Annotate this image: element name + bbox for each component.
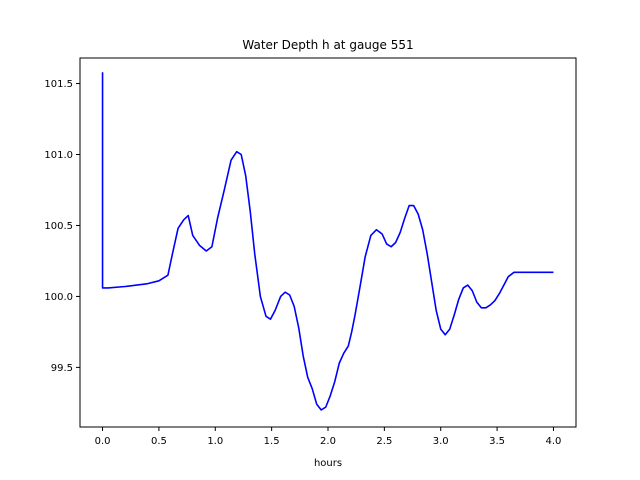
x-tick-label: 3.5 bbox=[489, 436, 505, 447]
x-tick-label: 2.5 bbox=[376, 436, 392, 447]
x-tick-label: 0.5 bbox=[151, 436, 167, 447]
x-tick-label: 1.5 bbox=[264, 436, 280, 447]
x-tick-label: 3.0 bbox=[433, 436, 449, 447]
y-tick-label: 99.5 bbox=[51, 363, 73, 374]
y-tick-label: 100.0 bbox=[44, 292, 73, 303]
x-tick-label: 0.0 bbox=[95, 436, 111, 447]
y-axis: 99.5 100.0 100.5 101.0 101.5 bbox=[44, 79, 80, 374]
y-tick-label: 101.5 bbox=[44, 79, 73, 90]
x-tick-label: 4.0 bbox=[546, 436, 562, 447]
chart-title: Water Depth h at gauge 551 bbox=[242, 38, 413, 52]
x-axis: 0.0 0.5 1.0 1.5 2.0 2.5 3.0 3.5 4.0 bbox=[95, 427, 562, 447]
x-axis-label: hours bbox=[314, 458, 342, 469]
series-line-water-depth bbox=[101, 72, 554, 411]
x-tick-label: 1.0 bbox=[207, 436, 223, 447]
plot-area bbox=[101, 72, 554, 411]
x-tick-label: 2.0 bbox=[320, 436, 336, 447]
y-tick-label: 101.0 bbox=[44, 150, 73, 161]
y-tick-label: 100.5 bbox=[44, 221, 73, 232]
